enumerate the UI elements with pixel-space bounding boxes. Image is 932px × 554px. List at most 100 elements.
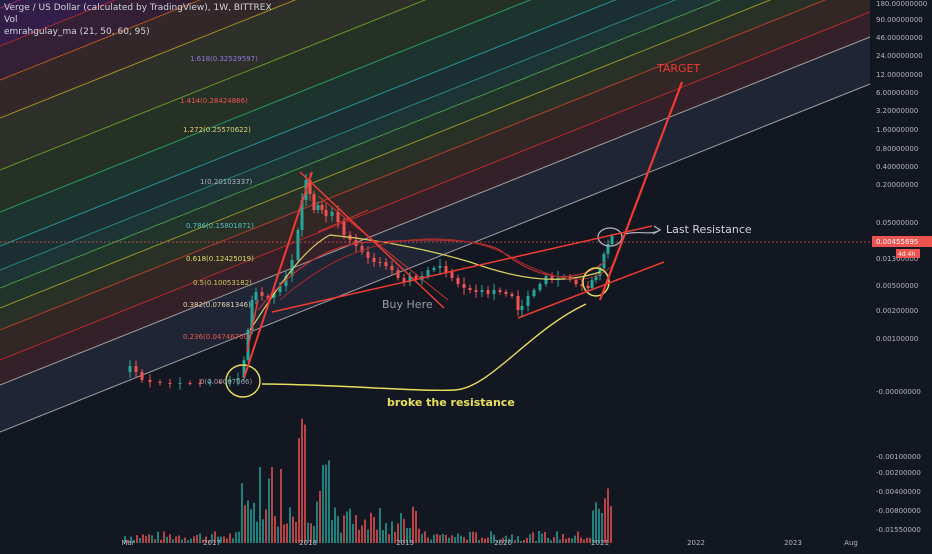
channel-line <box>0 0 677 271</box>
channel-band <box>0 37 870 432</box>
volume-bar <box>397 523 399 543</box>
volume-bar <box>496 540 498 543</box>
volume-bar <box>235 532 237 543</box>
volume-bar <box>418 528 420 543</box>
volume-bar <box>310 523 312 543</box>
volume-bar <box>409 528 411 543</box>
volume-bar <box>280 468 282 543</box>
candle <box>602 254 606 268</box>
x-tick-label: 2023 <box>784 539 802 547</box>
trend-line-down <box>317 209 369 233</box>
candle <box>550 276 554 280</box>
x-tick-label: Mar <box>121 539 134 547</box>
yellow-circle-right <box>582 267 610 297</box>
candle <box>242 360 246 378</box>
candle <box>372 258 376 262</box>
x-tick-label: Aug <box>844 539 858 547</box>
candle <box>474 290 478 292</box>
volume-bar <box>346 511 348 543</box>
moving-averages <box>249 234 613 331</box>
volume-bar <box>586 537 588 543</box>
volume-bar <box>430 539 432 543</box>
candle <box>260 292 264 296</box>
volume-bar <box>556 531 558 543</box>
candle <box>580 284 584 286</box>
volume-bar <box>283 524 285 543</box>
y-tick-label: 0.01300000 <box>876 255 918 263</box>
y-tick-label: -0.00000000 <box>876 388 921 396</box>
volume-bar <box>136 535 138 543</box>
candle <box>250 300 254 330</box>
volume-bar <box>370 512 372 543</box>
volume-bar <box>406 528 408 543</box>
volume-bar <box>325 464 327 543</box>
volume-bar <box>154 539 156 543</box>
candle <box>532 290 536 296</box>
volume-bar <box>466 539 468 543</box>
volume-bar <box>529 534 531 543</box>
labels: 1.618(0.32529597) 1.414(0.28424866) 1.272(… <box>180 55 752 409</box>
volume-bar <box>268 478 270 543</box>
volume-bar <box>379 508 381 543</box>
channel-line <box>0 0 427 171</box>
volume-bar <box>211 534 213 543</box>
y-tick-label: 12.00000000 <box>876 71 923 79</box>
y-tick-label: 1.60000000 <box>876 126 918 134</box>
volume-bar <box>328 460 330 543</box>
candle <box>316 205 320 210</box>
volume-bar <box>244 505 246 543</box>
candle <box>486 290 490 294</box>
volume-bar <box>553 537 555 543</box>
y-tick-label: -0.00400000 <box>876 488 921 496</box>
volume-bar <box>394 531 396 543</box>
volume-bar <box>361 525 363 543</box>
candle <box>480 290 484 292</box>
volume-bar <box>541 533 543 543</box>
volume-bar <box>274 516 276 543</box>
volume-bar <box>217 536 219 543</box>
volume-bar <box>241 483 243 543</box>
volume-bar <box>505 535 507 543</box>
volume-bar <box>427 537 429 543</box>
volume-bar <box>502 537 504 543</box>
y-tick-label: -0.00100000 <box>876 453 921 461</box>
x-tick-label: 2019 <box>396 539 414 547</box>
y-tick-label: 0.80000000 <box>876 145 918 153</box>
volume-bar <box>277 526 279 543</box>
volume-bar <box>313 525 315 543</box>
volume-bar <box>250 509 252 543</box>
volume-bar <box>238 531 240 543</box>
candle <box>284 276 288 286</box>
volume-bar <box>610 506 612 543</box>
candle <box>426 270 430 276</box>
volume-bar <box>304 424 306 543</box>
channel-line <box>0 11 871 361</box>
candle <box>456 278 460 284</box>
volume-bar <box>265 509 267 543</box>
volume-bar <box>415 510 417 543</box>
volume-bar <box>205 536 207 543</box>
volume-bar <box>547 537 549 543</box>
channel-line <box>0 0 532 213</box>
candle <box>544 276 548 284</box>
volume-bar <box>439 535 441 543</box>
yellow-circle-left <box>225 364 261 398</box>
candle <box>462 284 466 288</box>
volume-bar <box>535 540 537 543</box>
candle <box>342 222 346 235</box>
volume-bar <box>508 538 510 543</box>
volume-bar <box>223 536 225 543</box>
y-tick-label: 6.00000000 <box>876 89 918 97</box>
volume-bar <box>160 539 162 543</box>
volume-bar <box>607 488 609 543</box>
volume-bar <box>271 467 273 543</box>
y-tick-label: 0.00500000 <box>876 282 918 290</box>
candle <box>384 262 388 266</box>
volume-bar <box>133 540 135 543</box>
volume-bar <box>349 508 351 543</box>
volume-bar <box>151 535 153 543</box>
candle <box>290 260 294 276</box>
buy-here-label: Buy Here <box>382 298 433 311</box>
candle <box>278 286 282 292</box>
